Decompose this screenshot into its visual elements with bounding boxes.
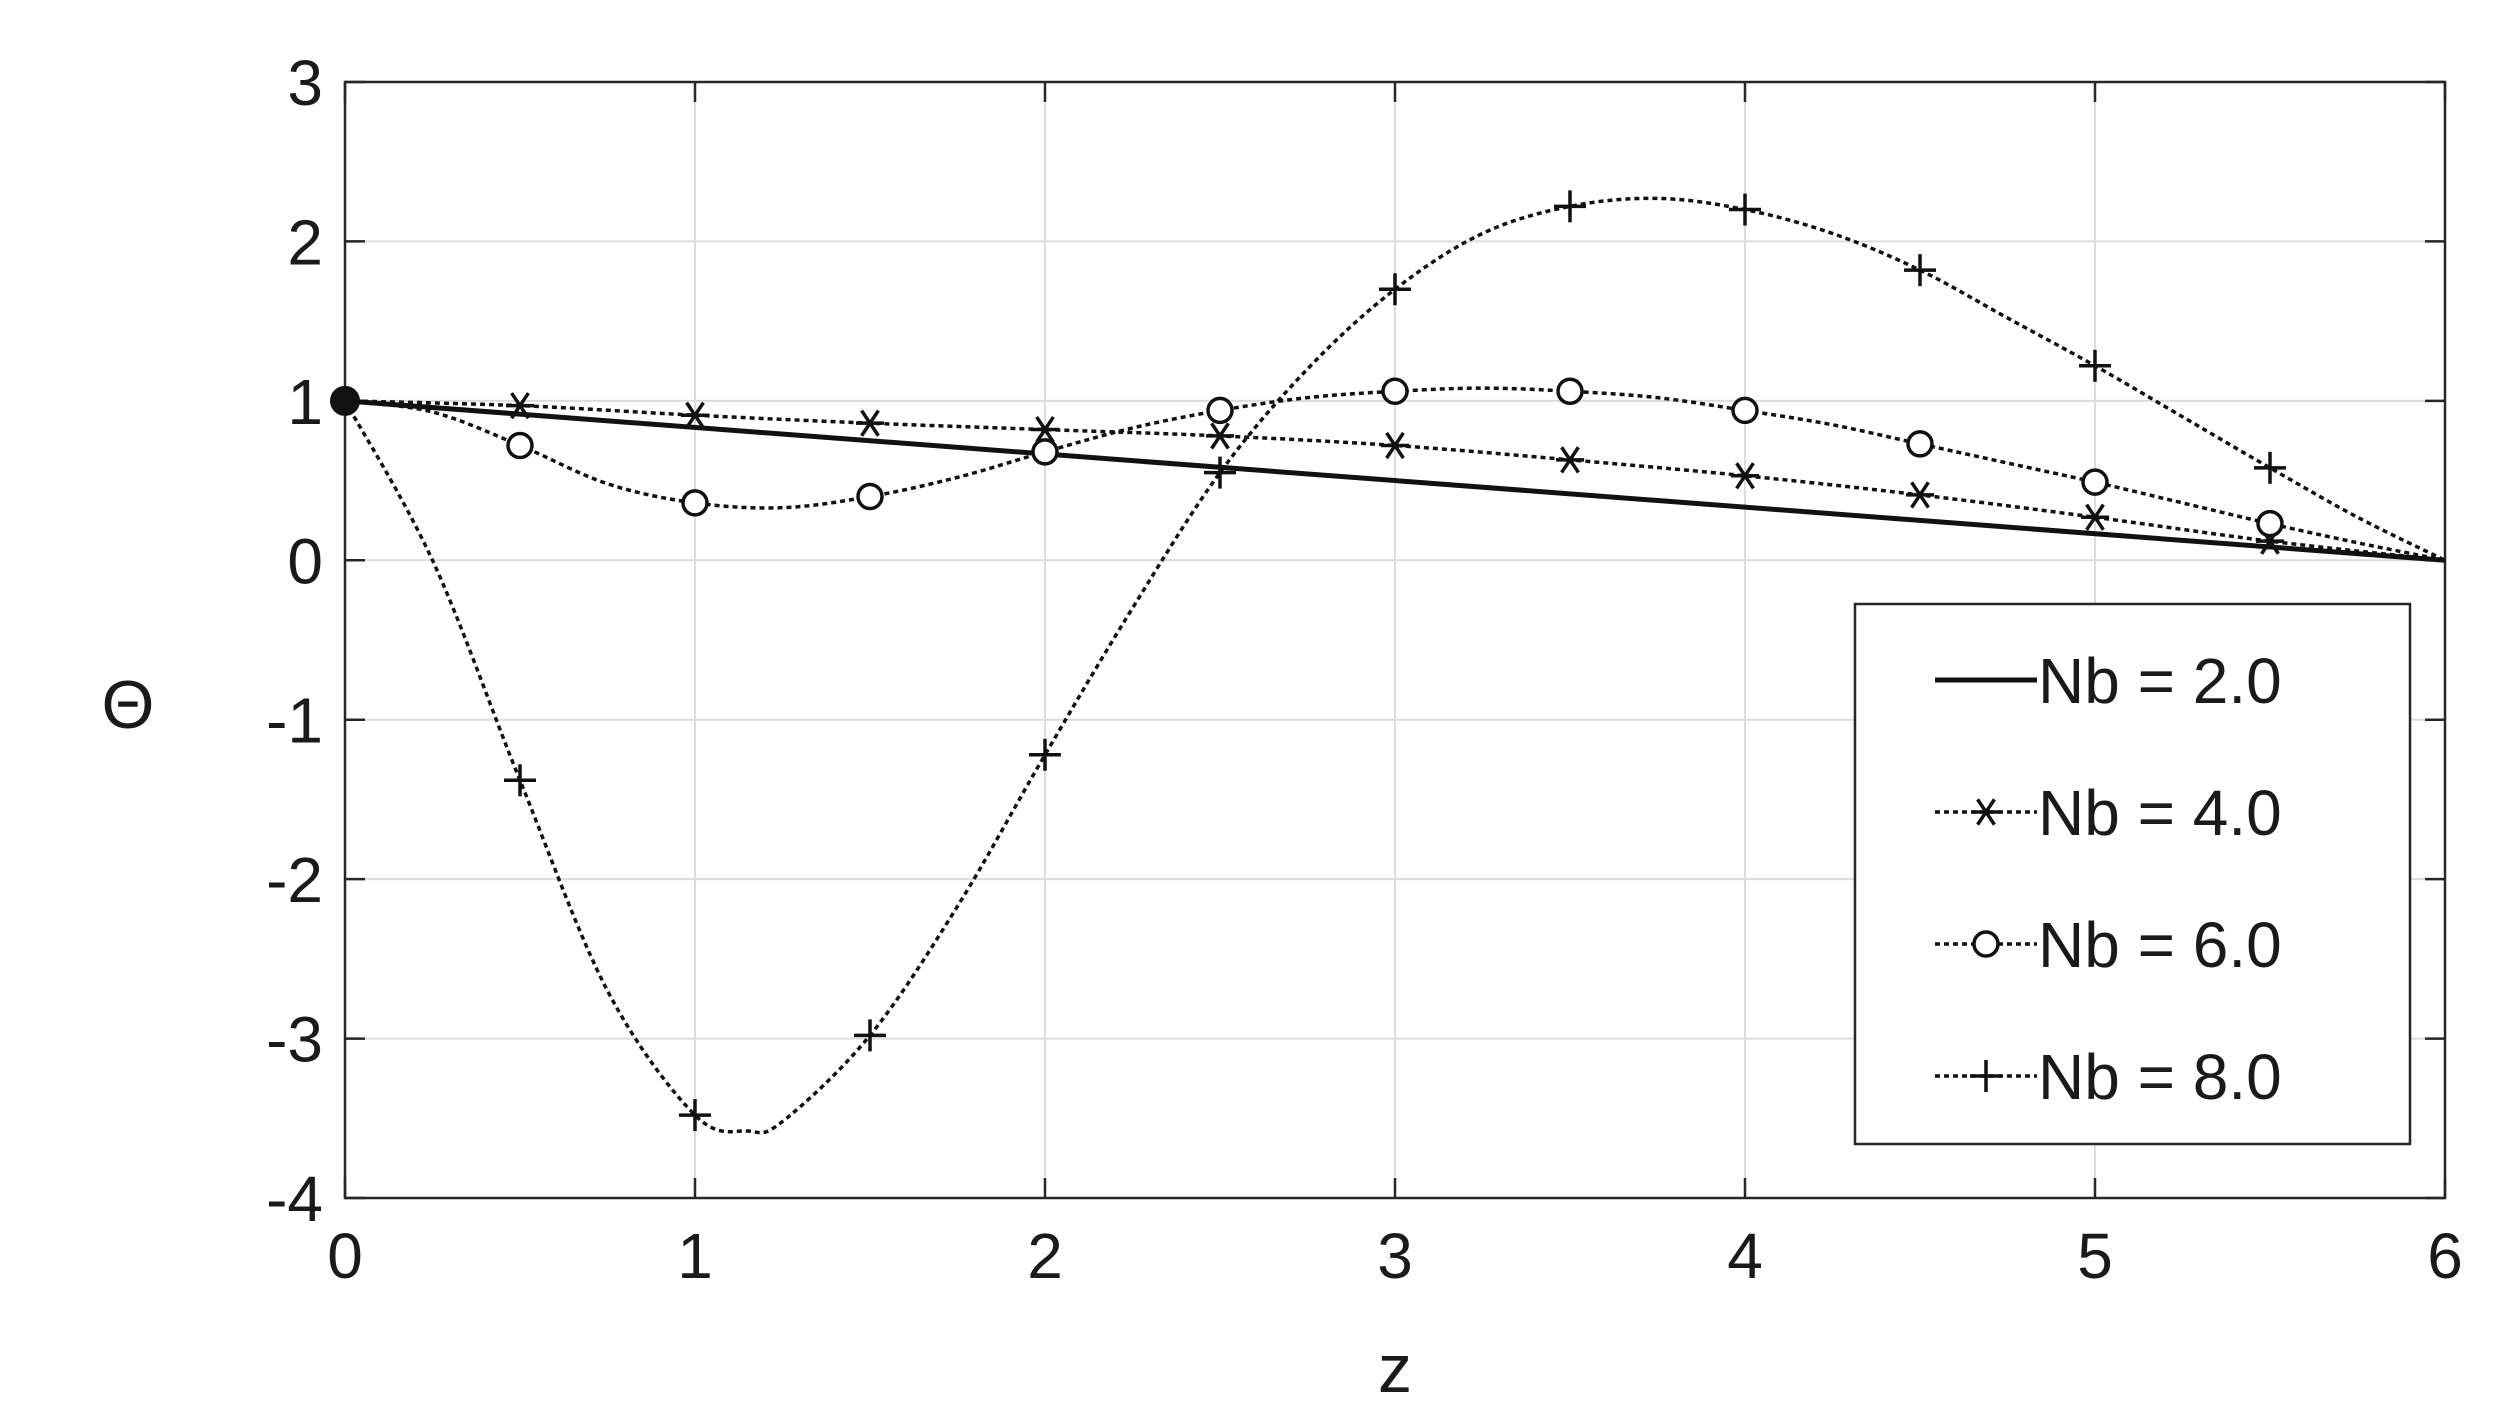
x-tick-label: 0 [327,1220,363,1292]
marker-asterisk [1206,422,1234,450]
marker-plus [1379,273,1411,306]
marker-asterisk [1906,481,1934,509]
marker-plus [1554,190,1586,223]
marker-asterisk [856,409,884,437]
legend-entry: Nb = 2.0 [1935,645,2282,717]
marker-asterisk [506,392,534,420]
y-tick-label: 3 [287,47,323,119]
marker-circle [681,489,709,517]
marker-plus [1729,193,1761,226]
legend-box [1853,602,2412,1146]
marker-plus [1029,738,1061,771]
legend-label: Nb = 6.0 [2038,909,2282,981]
marker-asterisk [1031,415,1059,444]
y-tick-label: 0 [287,525,323,597]
marker-circle [1206,396,1234,425]
marker-circle [1556,377,1584,406]
y-tick-label: -2 [266,844,323,916]
marker-circle [1972,930,2000,958]
start-point-marker [330,385,360,416]
y-tick-label: -1 [266,685,323,757]
series-line [343,196,2446,1135]
marker-plus [679,1099,711,1132]
marker-plus [1204,456,1236,489]
y-axis-label: Θ [102,667,155,743]
axis-ticks: 0 1 2 3 4 5 6 -4 -3 -2 -1 0 1 2 3 [266,47,2463,1292]
series-4 [343,190,2446,1135]
series-3 [344,377,2446,563]
legend-label: Nb = 2.0 [2038,645,2282,717]
y-tick-label: 1 [287,366,323,438]
marker-circle [1381,377,1409,406]
x-axis-label: z [1378,1331,1412,1406]
legend-entry: Nb = 4.0 [1935,777,2282,849]
series-layer [330,190,2446,1135]
y-tick-label: -3 [266,1004,323,1076]
marker-asterisk [1381,431,1409,460]
legend: Nb = 2.0 Nb = 4.0 Nb = 6.0 Nb = 8.0 [1853,602,2412,1146]
marker-circle [2081,468,2109,496]
marker-circle [2256,509,2284,538]
marker-asterisk [2081,503,2109,531]
marker-asterisk [1556,446,1584,474]
x-tick-label: 5 [2077,1220,2113,1292]
marker-asterisk [681,401,709,429]
legend-entry: Nb = 8.0 [1935,1041,2282,1113]
x-tick-label: 3 [1377,1220,1413,1292]
marker-plus [854,1019,886,1052]
x-tick-label: 4 [1727,1220,1763,1292]
x-tick-label: 2 [1027,1220,1063,1292]
marker-plus [504,764,536,797]
x-tick-label: 6 [2427,1220,2463,1292]
marker-circle [506,431,534,460]
legend-entry: Nb = 6.0 [1935,909,2282,981]
marker-circle [1906,430,1934,458]
marker-plus [2079,349,2111,382]
y-tick-label: -4 [266,1163,323,1235]
legend-label: Nb = 8.0 [2038,1041,2282,1113]
series-line [344,398,2446,563]
marker-circle [1731,396,1759,425]
series-1 [344,398,2446,563]
marker-circle [1031,438,1059,466]
marker-plus [1904,254,1936,287]
marker-asterisk [1972,798,2000,826]
y-tick-label: 2 [287,206,323,278]
series-2 [344,392,2446,563]
x-tick-label: 1 [677,1220,713,1292]
marker-asterisk [1731,462,1759,490]
legend-label: Nb = 4.0 [2038,777,2282,849]
marker-plus [2254,451,2286,484]
marker-circle [856,482,884,511]
marker-plus [1970,1060,2002,1092]
